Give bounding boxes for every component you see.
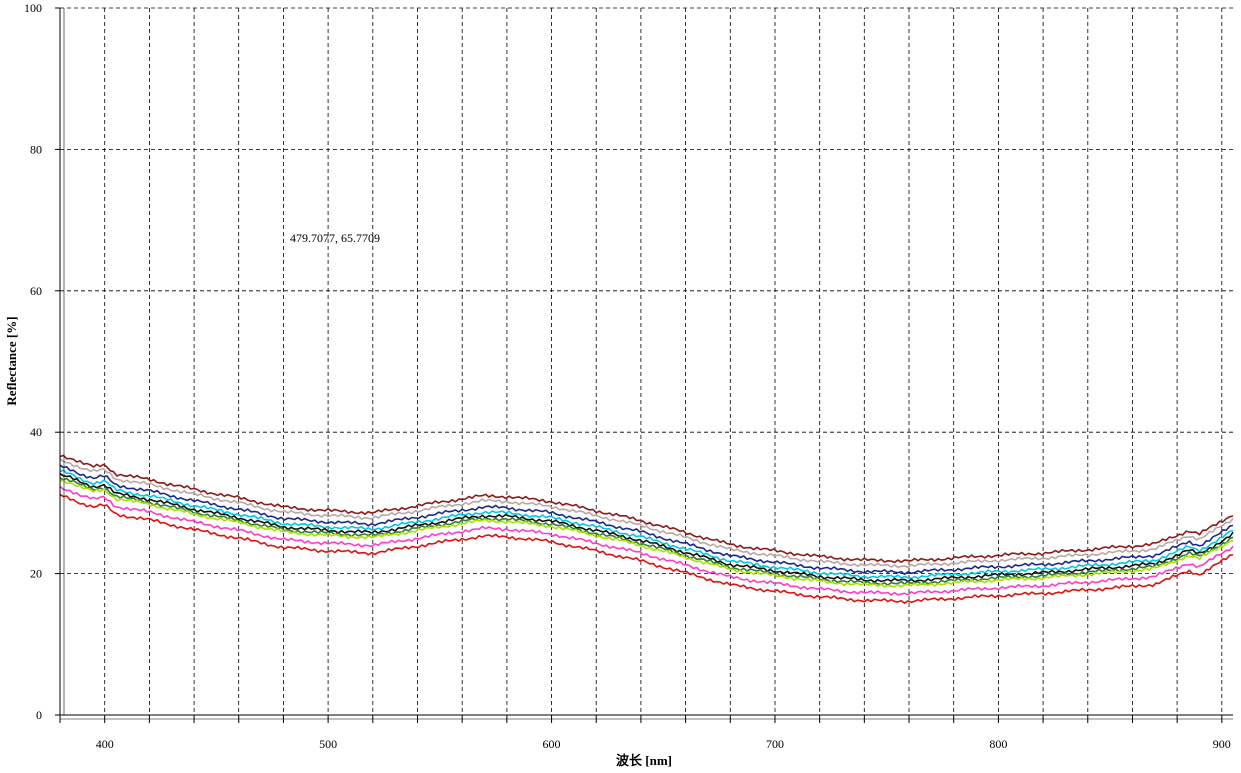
axis-layer: 400 500 600 700 800 900 0 20 40 60 80 100 (24, 1, 1233, 751)
series-line-2 (59, 457, 1234, 569)
grid-layer (59, 7, 1233, 716)
x-tick-label: 500 (319, 737, 337, 751)
x-tick-label: 600 (543, 737, 561, 751)
x-tick-label: 800 (989, 737, 1007, 751)
series-line-4 (59, 469, 1234, 580)
y-tick-label: 80 (30, 142, 42, 156)
x-tick-label: 700 (766, 737, 784, 751)
x-tick-label: 400 (96, 737, 114, 751)
y-tick-label: 20 (30, 567, 42, 581)
y-tick-label: 0 (36, 708, 42, 722)
series-line-9 (59, 493, 1234, 604)
y-axis-title: Reflectance [%] (4, 316, 19, 405)
series-line-5 (59, 472, 1234, 583)
series-line-6 (59, 477, 1234, 586)
series-layer (59, 454, 1234, 604)
y-tick-label: 100 (24, 1, 42, 15)
x-axis-title: 波长 [nm] (616, 753, 672, 768)
y-tick-label: 60 (30, 284, 42, 298)
series-line-1 (59, 454, 1234, 564)
series-line-7 (59, 479, 1234, 588)
series-line-8 (59, 485, 1234, 596)
cursor-readout: 479.7077, 65.7709 (290, 231, 380, 245)
x-tick-label: 900 (1213, 737, 1231, 751)
series-line-3 (59, 464, 1234, 575)
y-tick-label: 40 (30, 425, 42, 439)
